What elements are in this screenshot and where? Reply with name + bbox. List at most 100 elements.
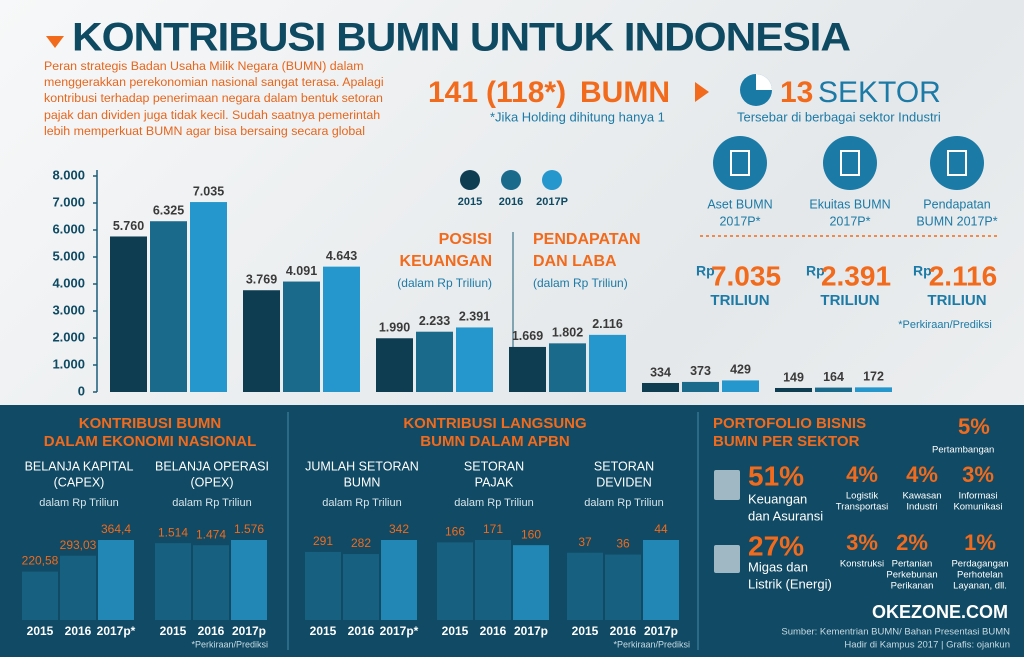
x-tick-label: 2015 xyxy=(310,624,337,638)
value-label: 1.474 xyxy=(196,527,226,541)
sector-percent: 3% xyxy=(846,530,878,555)
x-tick-label: 2016 xyxy=(348,624,375,638)
bar xyxy=(509,346,546,392)
sector-label: Transportasi xyxy=(836,502,888,513)
highlight-label: 2017P* xyxy=(829,214,870,228)
sector-icon xyxy=(714,545,740,573)
bar xyxy=(243,290,280,392)
icon-shape xyxy=(756,74,772,90)
y-tick-label: 2.000 xyxy=(52,329,85,344)
value-label: 166 xyxy=(445,525,465,539)
section-title: KONTRIBUSI BUMN xyxy=(79,415,222,432)
highlight-currency: Rp xyxy=(913,263,932,279)
sector-label: Logistik xyxy=(846,491,878,502)
x-tick-label: 2017p xyxy=(644,624,678,638)
chart-title: (OPEX) xyxy=(190,475,233,489)
y-tick-label: 4.000 xyxy=(52,275,85,290)
bar xyxy=(305,551,341,620)
x-tick-label: 2016 xyxy=(480,624,507,638)
chart-subtitle: dalam Rp Triliun xyxy=(454,497,533,509)
footer-source: Sumber: Kementrian BUMN/ Bahan Presentas… xyxy=(781,627,1010,638)
bar xyxy=(98,540,134,620)
icon-shape xyxy=(947,150,967,176)
sector-percent: 51% xyxy=(748,460,804,491)
bumn-holding: (118*) xyxy=(486,76,566,109)
x-tick-label: 2015 xyxy=(27,624,54,638)
bar xyxy=(323,266,360,392)
bumn-count: 141 xyxy=(428,76,478,109)
highlight-label: Aset BUMN xyxy=(707,197,772,211)
bar xyxy=(475,540,511,620)
bar xyxy=(437,542,473,620)
value-label: 291 xyxy=(313,534,333,548)
sector-label: Listrik (Energi) xyxy=(748,576,832,591)
chart-title: (CAPEX) xyxy=(54,475,105,489)
highlight-value: 7.035 xyxy=(711,260,781,291)
highlight-label: Pendapatan xyxy=(923,197,990,211)
sector-percent: 2% xyxy=(896,530,928,555)
sector-label: Pertambangan xyxy=(932,445,994,456)
chart-title: SETORAN xyxy=(464,459,524,473)
highlight-label: 2017P* xyxy=(719,214,760,228)
section-title: PORTOFOLIO BISNIS xyxy=(713,415,866,432)
bar xyxy=(549,343,586,392)
footer-source: Hadir di Kampus 2017 | Grafis: ojankun xyxy=(844,640,1010,651)
value-label: 160 xyxy=(521,527,541,541)
arrow-marker xyxy=(695,82,709,102)
bar xyxy=(682,381,719,392)
icon-shape xyxy=(840,150,860,176)
bumn-note: *Jika Holding dihitung hanya 1 xyxy=(490,109,665,124)
bar xyxy=(775,387,812,392)
legend-swatch xyxy=(460,170,480,190)
chart-subtitle: dalam Rp Triliun xyxy=(584,497,663,509)
sector-label: Layanan, dll. xyxy=(953,581,1007,592)
legend-swatch xyxy=(542,170,562,190)
highlight-unit: TRILIUN xyxy=(820,292,879,309)
x-tick-label: 2015 xyxy=(442,624,469,638)
annotation-title: POSISI xyxy=(439,231,492,248)
highlight-value: 2.391 xyxy=(821,260,891,291)
sector-label: Informasi xyxy=(958,491,997,502)
highlight-icon xyxy=(823,136,877,190)
legend-label: 2016 xyxy=(499,196,523,208)
value-label: 5.760 xyxy=(113,219,144,233)
value-label: 1.990 xyxy=(379,321,410,335)
sector-label: Industri xyxy=(906,502,937,513)
value-label: 373 xyxy=(690,364,711,378)
legend-swatch xyxy=(501,170,521,190)
value-label: 36 xyxy=(616,537,630,551)
value-label: 1.576 xyxy=(234,522,264,536)
highlight-value: 2.116 xyxy=(929,260,998,291)
y-tick-label: 7.000 xyxy=(52,194,85,209)
sector-label: Pertanian xyxy=(892,559,933,570)
value-label: 37 xyxy=(578,535,592,549)
bar xyxy=(150,221,187,392)
chart-title: JUMLAH SETORAN xyxy=(305,459,419,473)
y-tick-label: 8.000 xyxy=(52,167,85,182)
annotation-title: PENDAPATAN xyxy=(533,231,641,248)
bar xyxy=(381,540,417,620)
bar xyxy=(589,334,626,392)
intro-paragraph: Peran strategis Badan Usaha Milik Negara… xyxy=(44,59,384,138)
value-label: 4.091 xyxy=(286,264,317,278)
chart-subtitle: dalam Rp Triliun xyxy=(172,497,251,509)
section-title: BUMN PER SEKTOR xyxy=(713,433,860,450)
value-label: 364,4 xyxy=(101,522,131,536)
x-tick-label: 2017p* xyxy=(380,624,419,638)
bar xyxy=(605,554,641,620)
highlight-icon xyxy=(930,136,984,190)
sector-label: Perikanan xyxy=(891,581,934,592)
value-label: 171 xyxy=(483,522,503,536)
chart-title: BELANJA OPERASI xyxy=(155,459,269,473)
icon-shape xyxy=(730,150,750,176)
section-title: KONTRIBUSI LANGSUNG xyxy=(403,415,586,432)
bar xyxy=(231,540,267,620)
x-tick-label: 2015 xyxy=(160,624,187,638)
y-tick-label: 6.000 xyxy=(52,221,85,236)
bar xyxy=(456,327,493,392)
x-tick-label: 2017p xyxy=(514,624,548,638)
sector-label: Kawasan xyxy=(902,491,941,502)
sector-percent: 5% xyxy=(958,414,990,439)
annotation-subtitle: (dalam Rp Triliun) xyxy=(397,276,492,290)
highlight-label: BUMN 2017P* xyxy=(916,214,997,228)
